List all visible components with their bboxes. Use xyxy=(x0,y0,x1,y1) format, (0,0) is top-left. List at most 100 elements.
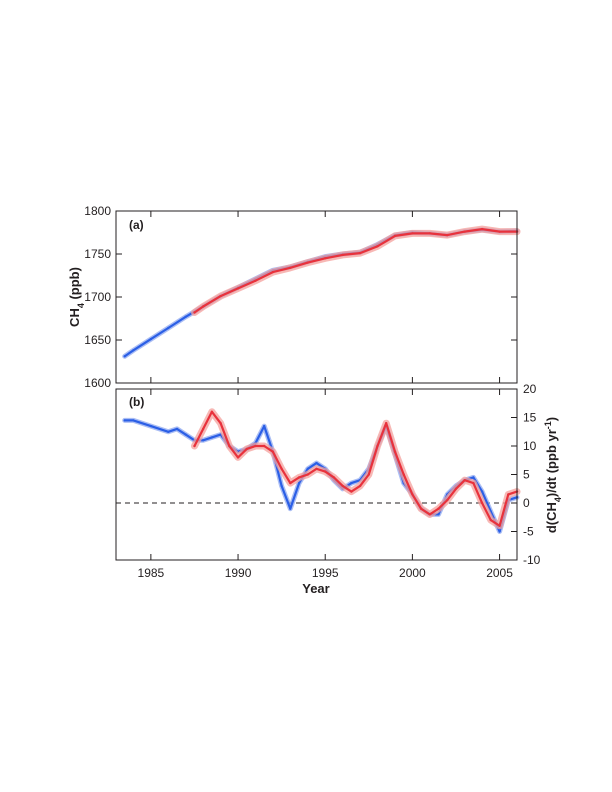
panel-a-point-red-0 xyxy=(193,311,196,314)
panel-a-point-red-9 xyxy=(341,253,344,257)
panel-b-point-blue-38 xyxy=(472,476,475,479)
panel-b-point-blue-7 xyxy=(202,439,205,442)
panel-b-point-red-28 xyxy=(437,507,440,510)
panel-a-y-axis-title: CH4 (ppb) xyxy=(67,267,86,327)
panel-b-point-red-11 xyxy=(289,481,292,485)
panel-b-point-red-35 xyxy=(498,524,501,527)
panel-b-point-blue-4 xyxy=(175,427,179,431)
panel-b-point-red-12 xyxy=(297,476,301,479)
panel-b-ticks: -10 -5 0 5 10 15 20 1985 1990 1995 2000 2005 xyxy=(138,382,541,580)
panel-b-point-red-24 xyxy=(402,473,405,476)
panel-a-ticks: 1600 1650 1700 1750 1800 xyxy=(84,204,517,390)
panel-a-point-red-5 xyxy=(271,270,275,274)
panel-b-point-red-29 xyxy=(446,498,449,502)
panel-a-ylabel-tail: (ppb) xyxy=(67,267,82,303)
panel-b-point-blue-18 xyxy=(297,481,301,485)
panel-b-point-red-27 xyxy=(428,513,431,516)
panel-b-point-blue-34 xyxy=(437,513,440,516)
panel-b-y-tick-label-0: -10 xyxy=(523,553,541,567)
panel-b-point-red-15 xyxy=(324,470,327,473)
panel-a-y-tick-label-1: 1650 xyxy=(84,333,111,347)
panel-b-y-tick-label-6: 20 xyxy=(523,382,537,396)
panel-b-point-red-4 xyxy=(228,444,231,448)
panel-b-point-red-14 xyxy=(315,467,318,470)
panel-b-point-red-16 xyxy=(332,476,336,479)
panel-b-point-blue-14 xyxy=(263,424,266,428)
panel-b-point-blue-41 xyxy=(498,530,501,533)
panel-b-point-red-17 xyxy=(341,484,344,488)
panel-a-point-red-10 xyxy=(358,251,362,255)
panel-a-y-tick-label-4: 1800 xyxy=(84,204,111,218)
panel-a-y-tick-label-3: 1750 xyxy=(84,247,111,261)
panel-a-series-red-band xyxy=(191,225,521,316)
panel-b-point-blue-24 xyxy=(350,481,353,485)
panel-b-point-red-31 xyxy=(463,479,466,482)
panel-b-point-red-20 xyxy=(367,473,370,476)
panel-a-series-blue-band xyxy=(122,227,520,359)
panel-a-point-red-18 xyxy=(498,230,501,233)
panel-b-point-red-6 xyxy=(245,447,248,451)
panel-a-point-red-11 xyxy=(376,245,379,248)
panel-a-series-red-line xyxy=(193,228,519,314)
panel-b-point-red-8 xyxy=(263,444,266,448)
panel-a-y-tick-label-0: 1600 xyxy=(84,376,111,390)
panel-b-point-blue-0 xyxy=(123,419,126,422)
panel-a-point-red-14 xyxy=(428,232,431,235)
panel-b-series-red-line xyxy=(193,410,519,527)
panel-a-point-red-2 xyxy=(219,294,222,298)
panel-b-series-red-band xyxy=(191,408,521,530)
panel-b-point-red-0 xyxy=(193,444,196,448)
panel-b-frame xyxy=(115,388,518,561)
panel-b-y-tick-label-5: 15 xyxy=(523,411,537,425)
panel-b-point-blue-20 xyxy=(315,461,318,465)
panel-a-point-blue-0 xyxy=(123,355,126,358)
panel-a-point-blue-3 xyxy=(167,326,170,330)
panel-b-lines xyxy=(122,408,521,534)
panel-b-point-red-9 xyxy=(271,450,275,453)
panel-a-point-red-8 xyxy=(324,257,327,260)
panel-b-ylabel-main: d(CH xyxy=(544,502,559,533)
panel-b-point-red-32 xyxy=(472,481,475,485)
panel-b-point-red-1 xyxy=(202,427,205,431)
panel-b-y-axis-title: d(CH4)/dt (ppb yr-1) xyxy=(543,417,563,533)
panel-b-ylabel-sup: -1 xyxy=(543,421,553,429)
panel-b-point-red-2 xyxy=(210,410,214,413)
panel-a-point-red-1 xyxy=(202,305,205,308)
panel-a-point-red-3 xyxy=(236,287,240,290)
panel-b-point-blue-1 xyxy=(132,419,135,422)
panel-a-point-red-17 xyxy=(480,227,484,231)
panel-a-frame xyxy=(115,210,518,384)
panel-a-point-red-4 xyxy=(254,279,257,282)
panel-a-ylabel-sub: 4 xyxy=(76,303,86,308)
panel-b-point-red-23 xyxy=(393,450,397,453)
panel-a-point-blue-1 xyxy=(132,349,135,352)
panel-a-ylabel-main: CH xyxy=(67,308,82,327)
panel-a-label: (a) xyxy=(129,218,144,232)
panel-b-point-red-34 xyxy=(489,518,492,522)
panel-a-point-red-7 xyxy=(306,261,309,264)
panel-b-point-red-30 xyxy=(454,487,458,490)
panel-b-point-red-21 xyxy=(376,444,379,448)
panel-a-point-red-12 xyxy=(393,234,397,238)
panel-a-point-blue-2 xyxy=(149,337,153,341)
panel-a-point-red-15 xyxy=(446,233,449,237)
panel-b: -10 -5 0 5 10 15 20 1985 1990 1995 2000 2005 (b) d(… xyxy=(115,382,563,596)
panel-a-point-red-6 xyxy=(289,266,292,269)
panel-b-ylabel-sub: 4 xyxy=(553,497,563,502)
panel-b-point-red-5 xyxy=(236,456,240,459)
x-axis-title: Year xyxy=(302,581,329,596)
panel-b-point-blue-3 xyxy=(167,430,170,433)
panel-b-point-red-33 xyxy=(480,501,484,505)
panel-b-point-red-18 xyxy=(350,490,353,493)
panel-b-point-blue-19 xyxy=(306,467,309,470)
panel-b-x-tick-label-1: 1990 xyxy=(225,566,252,580)
panel-b-point-red-19 xyxy=(358,484,362,488)
panel-b-x-tick-label-3: 2000 xyxy=(399,566,426,580)
panel-b-y-tick-label-1: -5 xyxy=(523,525,534,539)
panel-b-point-blue-5 xyxy=(184,433,187,436)
panel-b-series-blue-line xyxy=(123,419,519,533)
panel-b-point-red-36 xyxy=(507,493,510,496)
panel-b-point-red-13 xyxy=(306,473,309,476)
panel-b-x-tick-label-2: 1995 xyxy=(312,566,339,580)
